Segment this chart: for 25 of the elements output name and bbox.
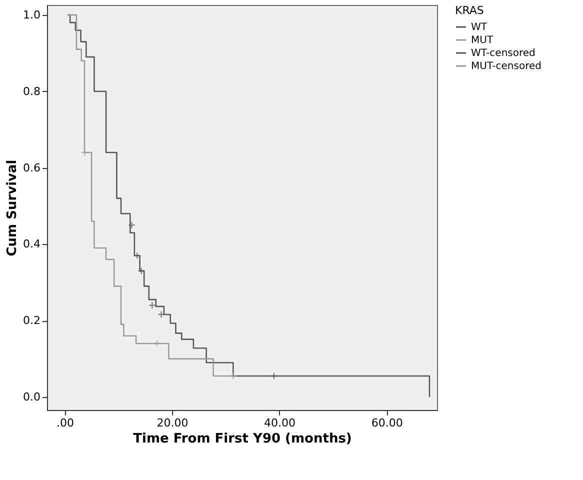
- x-tick-label: 40.00: [264, 416, 296, 430]
- legend-label: WT-censored: [471, 48, 536, 59]
- point: [128, 221, 136, 229]
- point: [270, 372, 278, 380]
- x-tick-label: 60.00: [371, 416, 403, 430]
- x-tick-label: 20.00: [156, 416, 188, 430]
- y-axis-title: Cum Survival: [5, 160, 20, 256]
- y-tick-label: 0.0: [23, 390, 40, 404]
- y-tick-label: 1.0: [23, 8, 40, 22]
- point: [148, 302, 156, 310]
- legend-label: WT: [471, 22, 488, 33]
- x-tick-label: .00: [56, 416, 74, 430]
- legend-label: MUT: [471, 35, 494, 46]
- point: [138, 267, 146, 275]
- point: [153, 340, 161, 348]
- legend-title: KRAS: [455, 4, 484, 17]
- x-axis-title: Time From First Y90 (months): [133, 432, 352, 446]
- y-tick-label: 0.4: [23, 238, 40, 251]
- point: [80, 148, 88, 156]
- y-tick-label: 0.2: [23, 314, 40, 328]
- point: [133, 252, 141, 260]
- y-tick-label: 0.8: [23, 84, 40, 98]
- point: [158, 310, 166, 318]
- legend-label: MUT-censored: [471, 61, 542, 72]
- y-tick-label: 0.6: [23, 161, 40, 174]
